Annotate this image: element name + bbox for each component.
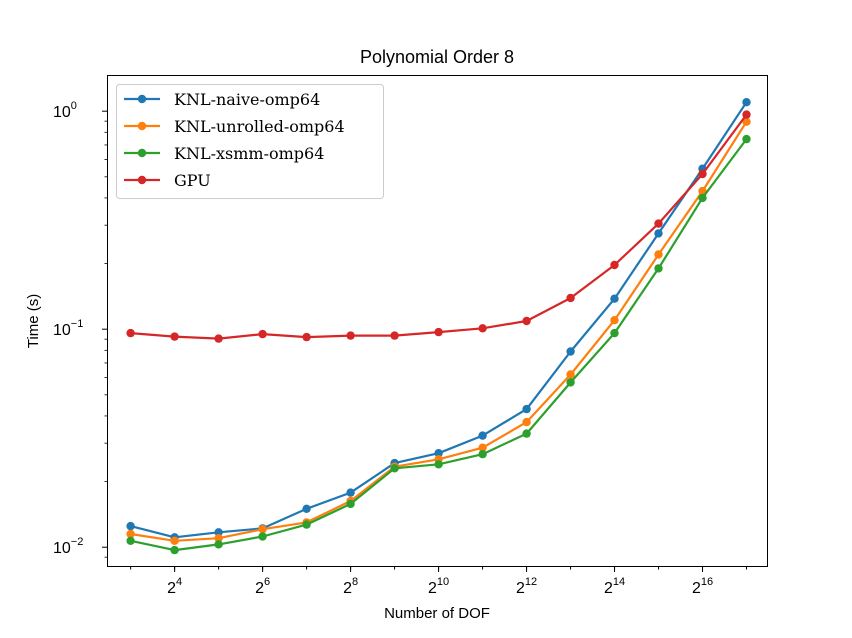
data-point <box>258 525 266 533</box>
data-point <box>126 522 134 530</box>
data-point <box>742 135 750 143</box>
data-point <box>654 219 662 227</box>
legend-label: GPU <box>174 171 211 190</box>
data-point <box>390 331 398 339</box>
data-point <box>522 429 530 437</box>
data-point <box>434 328 442 336</box>
x-axis-label: Number of DOF <box>384 605 490 622</box>
data-point <box>566 294 574 302</box>
data-point <box>346 488 354 496</box>
data-point <box>742 98 750 106</box>
data-point <box>654 229 662 237</box>
data-point <box>610 295 618 303</box>
data-point <box>302 505 310 513</box>
data-point <box>654 250 662 258</box>
data-point <box>214 334 222 342</box>
data-point <box>478 450 486 458</box>
data-point <box>126 537 134 545</box>
legend-swatch-marker <box>138 176 146 184</box>
data-point <box>522 317 530 325</box>
data-point <box>522 405 530 413</box>
data-point <box>566 347 574 355</box>
data-point <box>610 316 618 324</box>
data-point <box>170 332 178 340</box>
data-point <box>478 431 486 439</box>
legend-label: KNL-unrolled-omp64 <box>174 117 345 136</box>
legend-label: KNL-xsmm-omp64 <box>174 144 324 163</box>
data-point <box>390 464 398 472</box>
data-point <box>522 418 530 426</box>
data-point <box>698 170 706 178</box>
data-point <box>742 110 750 118</box>
data-point <box>170 537 178 545</box>
data-point <box>346 331 354 339</box>
legend: KNL-naive-omp64 KNL-unrolled-omp64 KNL-xsm… <box>117 85 384 199</box>
data-point <box>302 520 310 528</box>
data-point <box>698 194 706 202</box>
legend-swatch-marker <box>138 149 146 157</box>
legend-label: KNL-naive-omp64 <box>174 90 320 109</box>
data-point <box>258 330 266 338</box>
data-point <box>434 460 442 468</box>
chart-title: Polynomial Order 8 <box>360 47 514 67</box>
y-axis-label: Time (s) <box>25 294 42 348</box>
data-point <box>610 261 618 269</box>
data-point <box>214 540 222 548</box>
data-point <box>610 329 618 337</box>
data-point <box>566 370 574 378</box>
legend-swatch-marker <box>138 122 146 130</box>
data-point <box>126 329 134 337</box>
data-point <box>478 324 486 332</box>
legend-swatch-marker <box>138 95 146 103</box>
data-point <box>566 378 574 386</box>
data-point <box>654 264 662 272</box>
data-point <box>302 333 310 341</box>
data-point <box>170 546 178 554</box>
data-point <box>258 532 266 540</box>
data-point <box>346 500 354 508</box>
